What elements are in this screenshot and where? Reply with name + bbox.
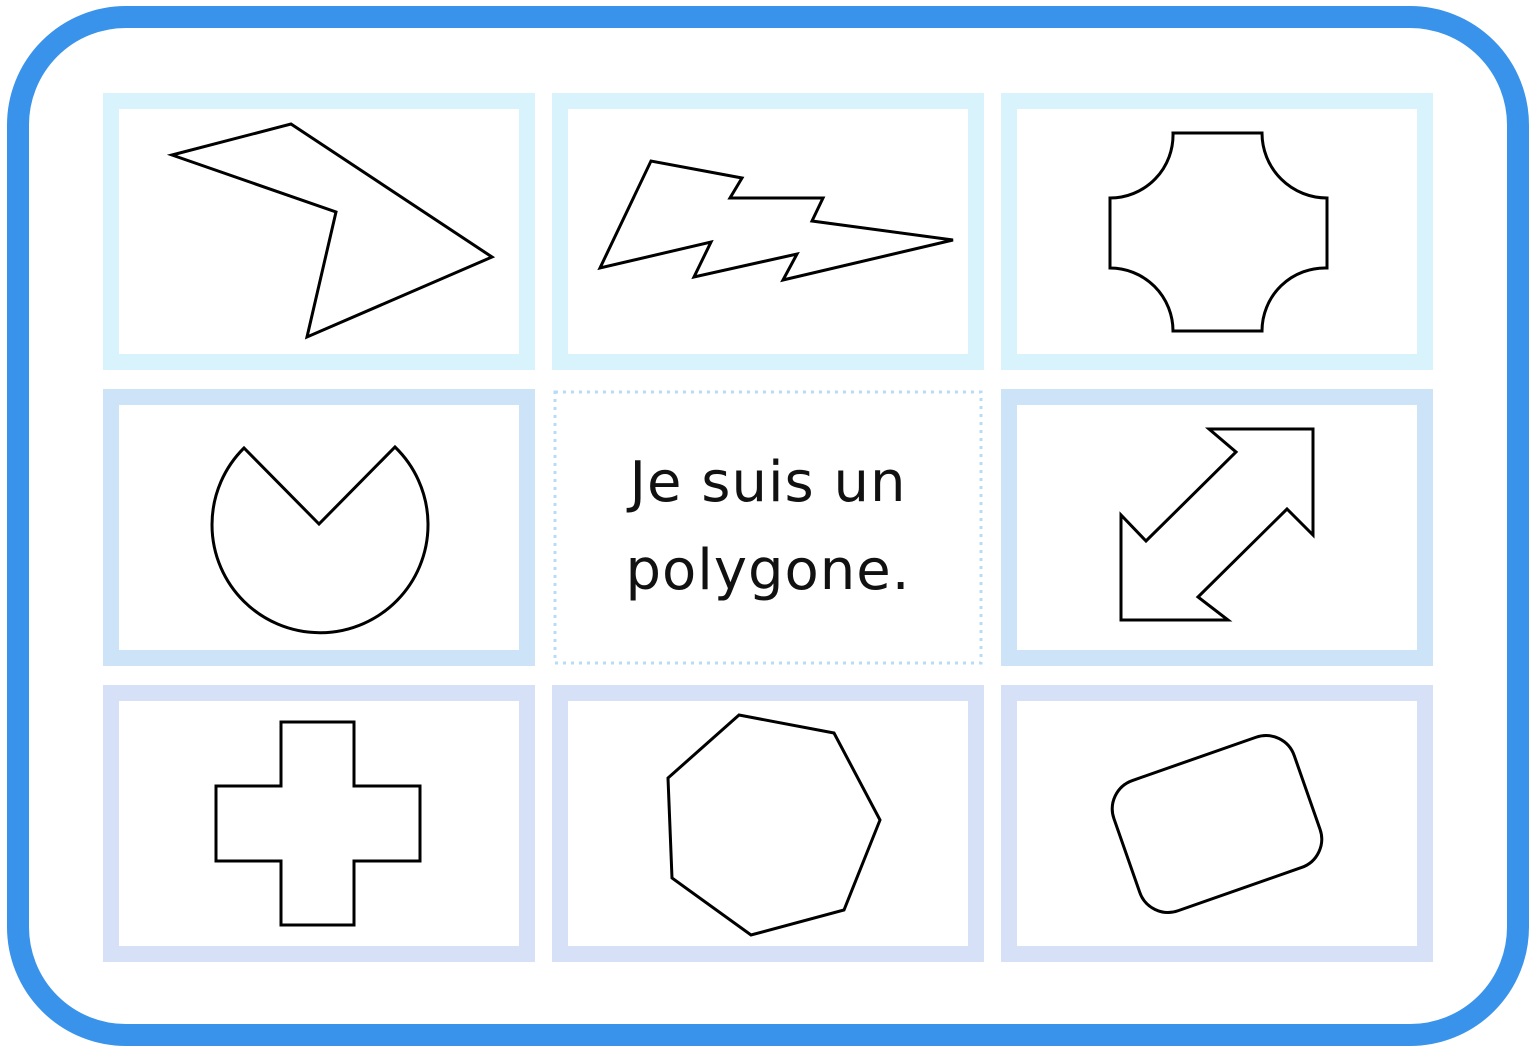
center-cell — [553, 390, 983, 665]
card-text: Je suis un polygone. — [625, 450, 911, 603]
pacman-shape — [210, 444, 430, 635]
concave-corners-shape — [1108, 131, 1329, 333]
cross-shape — [214, 720, 422, 927]
cell — [1001, 685, 1433, 962]
heptagon-shape — [666, 713, 882, 937]
concave-arrow-shape — [166, 122, 496, 340]
label-box: Je suis un polygone. — [568, 406, 968, 648]
double-arrow-shape — [1119, 427, 1315, 622]
rounded-rectangle-shape — [1110, 734, 1324, 914]
lightning-shape — [597, 159, 954, 283]
